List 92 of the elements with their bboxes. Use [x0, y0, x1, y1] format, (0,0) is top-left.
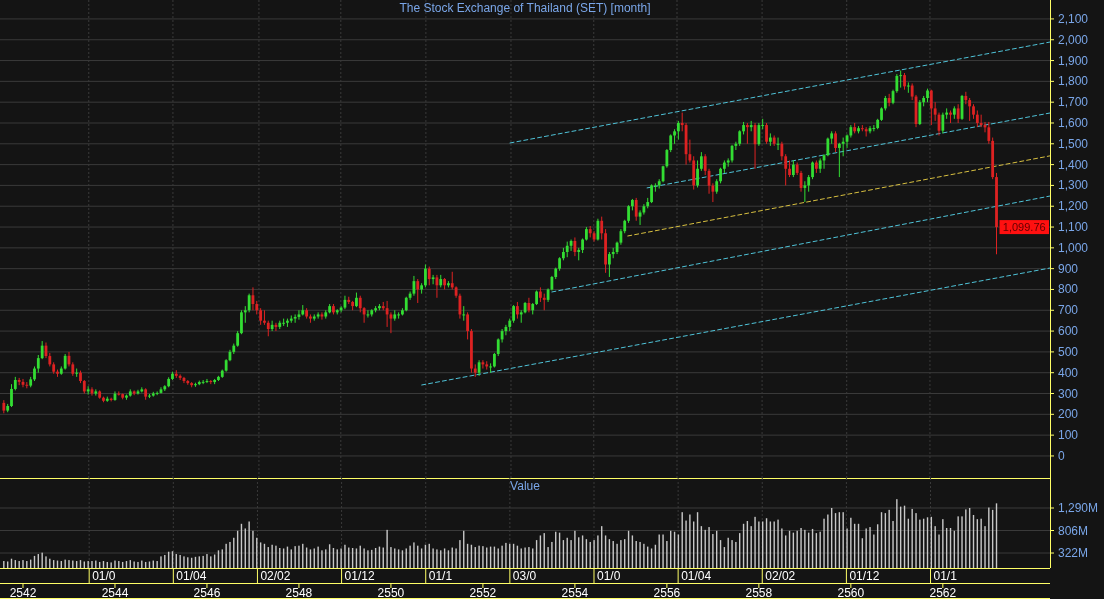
y-tick-label: 322M — [1058, 546, 1089, 561]
x-tick-label: 2552 — [469, 586, 497, 599]
candlestick — [431, 274, 435, 285]
x-tick-label: 2550 — [377, 586, 405, 599]
candlestick — [201, 379, 205, 385]
y-tick-label: 400 — [1058, 365, 1079, 380]
candlestick — [841, 137, 845, 157]
y-tick-label: 0 — [1058, 448, 1065, 463]
candlestick — [424, 263, 427, 288]
candlestick — [397, 311, 401, 320]
text: 01/12 — [849, 569, 880, 583]
y-tick-label: 900 — [1058, 261, 1079, 276]
candlestick — [634, 197, 638, 222]
candlestick — [427, 266, 431, 286]
candlestick — [466, 311, 469, 340]
text: 02/02 — [765, 569, 796, 583]
candlestick — [676, 120, 680, 141]
candlestick — [987, 121, 991, 145]
x-tick-label: 2544 — [101, 586, 129, 599]
candlestick — [608, 251, 611, 278]
candlestick — [979, 114, 983, 128]
candlestick — [941, 112, 945, 134]
y-tick-label: 700 — [1058, 303, 1079, 318]
candlestick — [600, 216, 604, 241]
y-tick-label: 1,300 — [1058, 178, 1089, 193]
y-tick-label: 1,800 — [1058, 74, 1089, 89]
y-tick-label: 600 — [1058, 324, 1079, 339]
candlestick — [270, 320, 274, 332]
x-tick-label: 2556 — [653, 586, 681, 599]
candlestick — [956, 103, 960, 124]
y-tick-label: 200 — [1058, 407, 1079, 422]
candlestick — [596, 218, 600, 242]
candlestick — [899, 70, 903, 89]
x-tick-label: 2562 — [929, 586, 957, 599]
y-tick-label: 1,100 — [1058, 220, 1089, 235]
y-tick-label: 2,000 — [1058, 32, 1089, 47]
candlestick — [906, 81, 910, 94]
y-tick-label: 1,290M — [1058, 501, 1099, 515]
y-tick-label: 1,200 — [1058, 199, 1089, 214]
text: 01/12 — [344, 569, 375, 583]
x-tick-label: 2554 — [561, 586, 589, 599]
x-tick-label: 2558 — [745, 586, 773, 599]
y-tick-label: 2,100 — [1058, 11, 1089, 26]
text: 01/1 — [428, 569, 453, 583]
y-tick-label: 1,000 — [1058, 240, 1089, 255]
y-tick-label: 1,700 — [1058, 95, 1089, 110]
x-tick-label: 2548 — [285, 586, 313, 599]
candlestick — [40, 340, 44, 360]
candlestick — [696, 159, 699, 188]
y-tick-label: 806M — [1058, 523, 1089, 538]
x-tick-label: 2560 — [837, 586, 865, 599]
candlestick — [240, 309, 243, 335]
candlestick — [765, 122, 768, 145]
candlestick — [757, 122, 761, 147]
y-tick-label: 1,900 — [1058, 53, 1089, 68]
y-tick-label: 500 — [1058, 344, 1079, 359]
y-tick-label: 1,400 — [1058, 157, 1089, 172]
candlestick — [872, 124, 876, 132]
text: 02/02 — [260, 569, 291, 583]
candlestick — [803, 180, 807, 203]
candlestick — [699, 151, 703, 172]
candlestick — [949, 110, 952, 124]
chart-title: The Stock Exchange of Thailand (SET) [month] — [399, 1, 651, 15]
text: 01/0 — [92, 569, 116, 583]
x-tick-label: 2546 — [193, 586, 221, 599]
y-tick-label: 300 — [1058, 386, 1079, 401]
chart-title: Value — [510, 479, 541, 493]
candlestick — [316, 311, 320, 320]
y-tick-label: 1,600 — [1058, 115, 1089, 130]
text: 01/04 — [681, 569, 712, 583]
candlestick — [918, 99, 922, 126]
candlestick — [117, 390, 121, 397]
annotation: 1,099.76 — [1002, 221, 1046, 234]
candlestick — [10, 383, 13, 408]
y-tick-label: 1,500 — [1058, 136, 1089, 151]
candlestick — [489, 362, 492, 374]
y-tick-label: 100 — [1058, 428, 1079, 443]
text: 03/0 — [512, 569, 537, 583]
x-tick-label: 2542 — [9, 586, 37, 599]
y-tick-label: 800 — [1058, 282, 1079, 297]
text: 01/04 — [176, 569, 207, 583]
text: 01/0 — [596, 569, 621, 583]
candlestick — [293, 313, 297, 324]
candlestick — [945, 107, 949, 120]
candlestick — [650, 183, 653, 204]
candlestick — [416, 278, 420, 304]
candlestick — [834, 130, 837, 153]
text: 01/1 — [933, 569, 958, 583]
candlestick — [320, 311, 324, 321]
candlestick — [247, 293, 251, 313]
candlestick — [462, 305, 466, 322]
candlestick — [837, 142, 841, 178]
